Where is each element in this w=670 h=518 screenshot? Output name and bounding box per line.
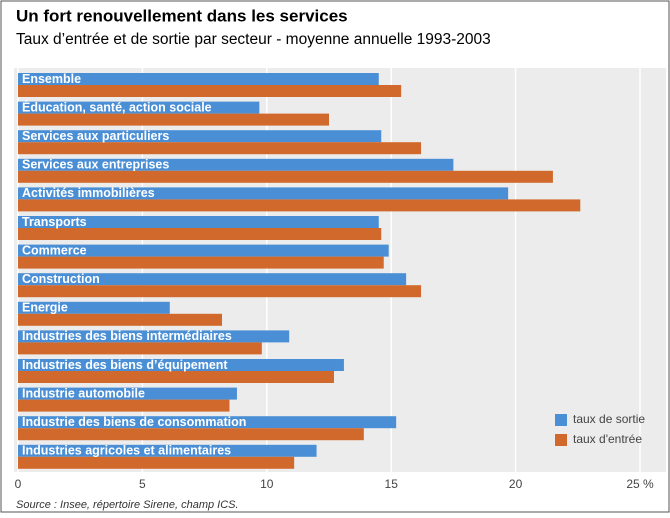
bar — [18, 187, 509, 200]
chart-title: Un fort renouvellement dans les services — [16, 6, 348, 25]
legend-label: taux de sortie — [573, 412, 645, 426]
bar — [18, 199, 581, 212]
bar — [18, 273, 407, 286]
bar — [18, 371, 334, 383]
bar — [18, 228, 382, 240]
category-label: Construction — [22, 272, 100, 286]
category-label: Energie — [22, 301, 68, 315]
category-label: Éducation, santé, action sociale — [22, 99, 212, 114]
category-label: Transports — [22, 215, 87, 229]
category-label: Industries des biens intermédiaires — [22, 329, 232, 343]
bar — [18, 85, 402, 97]
x-tick-label: 0 — [15, 477, 22, 491]
bar — [18, 456, 295, 469]
category-label: Industries agricoles et alimentaires — [22, 444, 231, 458]
bar — [18, 399, 230, 412]
source: Source : Insee, répertoire Sirene, champ… — [16, 499, 239, 511]
bar — [18, 444, 317, 457]
category-label: Services aux entreprises — [22, 158, 169, 172]
x-tick-label: 10 — [260, 477, 274, 491]
bar — [18, 285, 422, 298]
bar — [18, 113, 329, 126]
bar — [18, 170, 553, 183]
bar — [18, 216, 379, 228]
bar — [18, 313, 223, 326]
bar — [18, 244, 389, 257]
bar — [18, 342, 262, 355]
category-label: Ensemble — [22, 72, 81, 86]
x-tick-label: 20 — [509, 477, 523, 491]
legend-swatch — [555, 434, 567, 446]
bar — [18, 416, 397, 429]
bar — [18, 359, 344, 371]
category-label: Industrie des biens de consommation — [22, 415, 246, 429]
legend-label: taux d'entrée — [573, 432, 642, 446]
x-tick-label: 5 — [139, 477, 146, 491]
bar — [18, 73, 379, 85]
bar — [18, 387, 237, 400]
bar — [18, 101, 260, 114]
chart-subtitle: Taux d’entrée et de sortie par secteur -… — [16, 31, 491, 48]
bar — [18, 256, 384, 269]
legend-swatch — [555, 414, 567, 426]
bar — [18, 130, 382, 143]
category-label: Activités immobilières — [22, 186, 155, 200]
bar — [18, 428, 364, 441]
bar — [18, 301, 170, 314]
category-label: Industries des biens d’équipement — [22, 358, 228, 372]
x-tick-label: 15 — [385, 477, 399, 491]
category-label: Commerce — [22, 243, 87, 257]
bar — [18, 158, 454, 171]
category-label: Services aux particuliers — [22, 129, 169, 143]
category-label: Industrie automobile — [22, 386, 145, 400]
x-tick-label: 25 % — [626, 477, 654, 491]
bar — [18, 142, 422, 155]
bar — [18, 330, 290, 343]
